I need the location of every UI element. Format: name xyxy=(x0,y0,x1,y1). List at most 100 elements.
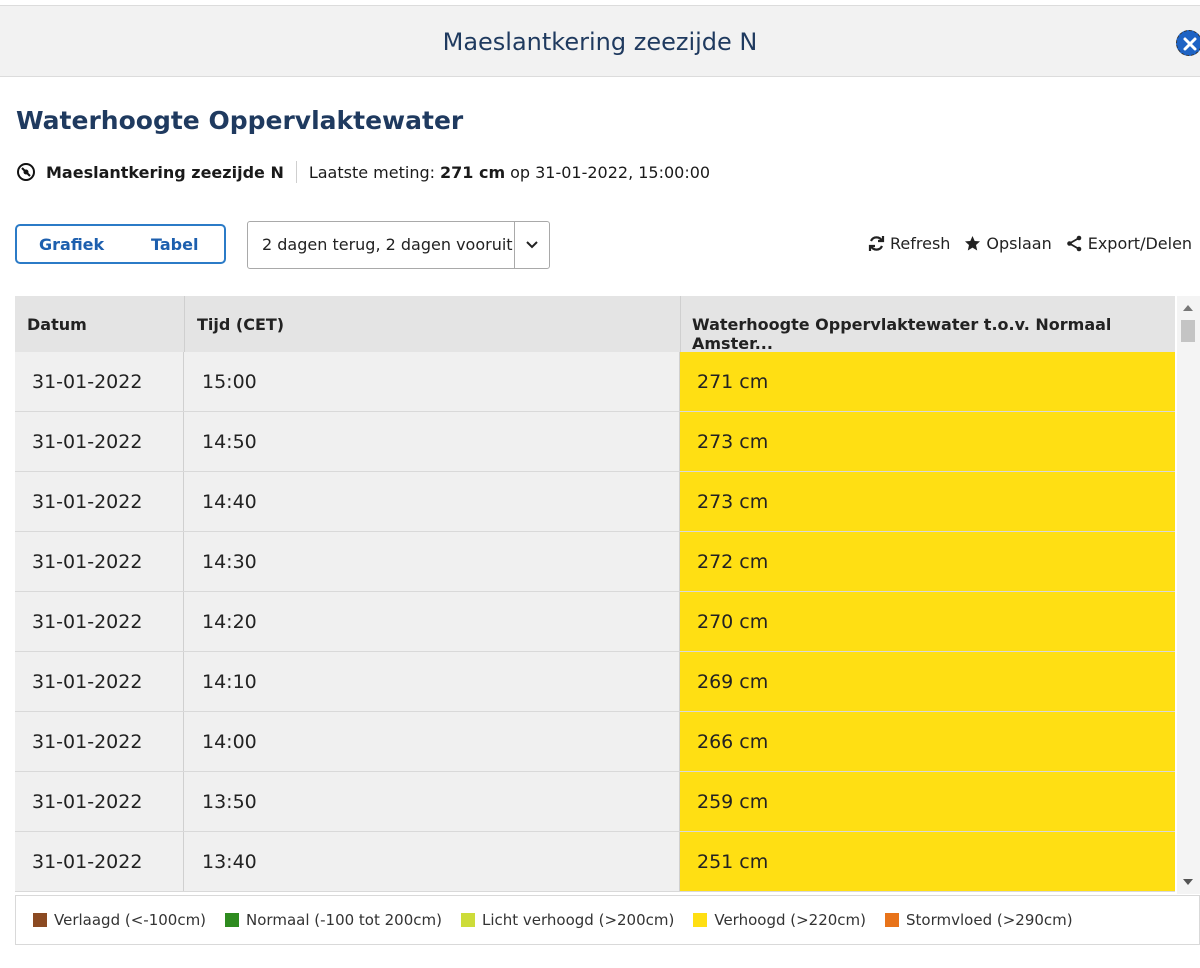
legend-item-stormvloed: Stormvloed (>290cm) xyxy=(885,911,1073,929)
time-cell: 15:00 xyxy=(184,352,680,411)
refresh-icon xyxy=(868,236,885,251)
column-divider xyxy=(184,296,185,352)
last-measurement-label: Laatste meting: xyxy=(308,162,435,182)
scrollbar-thumb[interactable] xyxy=(1181,320,1195,342)
legend-swatch xyxy=(885,913,900,927)
share-icon xyxy=(1066,235,1082,252)
table-scrollbar[interactable] xyxy=(1177,296,1200,894)
water-level-value: 273 cm xyxy=(697,431,769,453)
star-icon xyxy=(965,236,981,251)
time-value: 13:40 xyxy=(202,851,257,873)
table-row: 31-01-2022 14:40 273 cm xyxy=(15,472,1175,532)
panel-title: Waterhoogte Oppervlaktewater xyxy=(16,106,464,135)
scroll-up-icon[interactable] xyxy=(1183,304,1193,312)
time-cell: 14:10 xyxy=(184,652,680,711)
table-row: 31-01-2022 13:40 251 cm xyxy=(15,832,1175,892)
tab-grafiek[interactable]: Grafiek xyxy=(39,235,105,254)
period-select[interactable]: 2 dagen terug, 2 dagen vooruit xyxy=(247,221,550,269)
water-level-cell: 273 cm xyxy=(680,412,1175,471)
date-value: 31-01-2022 xyxy=(32,551,143,573)
water-level-cell: 272 cm xyxy=(680,532,1175,591)
date-value: 31-01-2022 xyxy=(32,731,143,753)
water-level-cell: 259 cm xyxy=(680,772,1175,831)
legend-item-normaal: Normaal (-100 tot 200cm) xyxy=(225,911,442,929)
date-cell: 31-01-2022 xyxy=(15,772,184,831)
date-cell: 31-01-2022 xyxy=(15,352,184,411)
date-cell: 31-01-2022 xyxy=(15,472,184,531)
table-row: 31-01-2022 13:50 259 cm xyxy=(15,772,1175,832)
refresh-button[interactable]: Refresh xyxy=(868,234,950,253)
column-header-waterhoogte[interactable]: Waterhoogte Oppervlaktewater t.o.v. Norm… xyxy=(692,315,1112,353)
time-cell: 13:50 xyxy=(184,772,680,831)
toolbar-actions: Refresh Opslaan Export/Delen xyxy=(868,234,1200,253)
save-button[interactable]: Opslaan xyxy=(964,234,1052,253)
time-value: 15:00 xyxy=(202,371,257,393)
export-share-label: Export/Delen xyxy=(1087,234,1193,253)
column-header-tijd[interactable]: Tijd (CET) xyxy=(197,315,285,334)
period-select-value: 2 dagen terug, 2 dagen vooruit xyxy=(262,235,513,254)
refresh-label: Refresh xyxy=(890,234,951,253)
water-level-value: 270 cm xyxy=(697,611,769,633)
water-level-cell: 271 cm xyxy=(680,352,1175,411)
water-level-value: 269 cm xyxy=(697,671,769,693)
legend-swatch xyxy=(693,913,708,927)
view-toggle: Grafiek Tabel xyxy=(15,224,226,264)
date-cell: 31-01-2022 xyxy=(15,832,184,891)
date-value: 31-01-2022 xyxy=(32,611,143,633)
time-cell: 14:30 xyxy=(184,532,680,591)
time-cell: 13:40 xyxy=(184,832,680,891)
time-cell: 14:00 xyxy=(184,712,680,771)
legend-item-verhoogd: Verhoogd (>220cm) xyxy=(693,911,866,929)
select-divider xyxy=(514,222,515,268)
close-button[interactable] xyxy=(1176,30,1200,56)
water-level-cell: 273 cm xyxy=(680,472,1175,531)
date-value: 31-01-2022 xyxy=(32,791,143,813)
water-level-cell: 270 cm xyxy=(680,592,1175,651)
location-name: Maeslantkering zeezijde N xyxy=(46,162,284,182)
legend-label: Normaal (-100 tot 200cm) xyxy=(246,911,442,929)
water-level-value: 271 cm xyxy=(697,371,769,393)
tab-tabel[interactable]: Tabel xyxy=(151,235,199,254)
table-row: 31-01-2022 14:30 272 cm xyxy=(15,532,1175,592)
last-measurement-value: 271 cm xyxy=(440,162,506,182)
export-share-button[interactable]: Export/Delen xyxy=(1066,234,1192,253)
save-label: Opslaan xyxy=(986,234,1052,253)
table-row: 31-01-2022 14:50 273 cm xyxy=(15,412,1175,472)
location-marker-icon xyxy=(17,163,35,181)
date-value: 31-01-2022 xyxy=(32,431,143,453)
close-icon xyxy=(1183,37,1197,51)
chevron-down-icon[interactable] xyxy=(525,238,539,252)
time-cell: 14:40 xyxy=(184,472,680,531)
water-level-value: 251 cm xyxy=(697,851,769,873)
date-cell: 31-01-2022 xyxy=(15,412,184,471)
date-value: 31-01-2022 xyxy=(32,851,143,873)
legend-label: Stormvloed (>290cm) xyxy=(906,911,1073,929)
scroll-down-icon[interactable] xyxy=(1183,878,1193,886)
time-cell: 14:50 xyxy=(184,412,680,471)
date-cell: 31-01-2022 xyxy=(15,712,184,771)
legend-item-verlaagd: Verlaagd (<-100cm) xyxy=(33,911,206,929)
legend-item-licht-verhoogd: Licht verhoogd (>200cm) xyxy=(460,911,674,929)
dialog-title: Maeslantkering zeezijde N xyxy=(442,28,758,56)
time-value: 14:20 xyxy=(202,611,257,633)
last-measurement-op: op xyxy=(510,162,531,182)
date-cell: 31-01-2022 xyxy=(15,652,184,711)
water-level-cell: 269 cm xyxy=(680,652,1175,711)
data-table: Datum Tijd (CET) Waterhoogte Oppervlakte… xyxy=(15,296,1175,894)
water-level-cell: 266 cm xyxy=(680,712,1175,771)
water-level-cell: 251 cm xyxy=(680,832,1175,891)
legend-label: Verhoogd (>220cm) xyxy=(714,911,867,929)
water-level-value: 259 cm xyxy=(697,791,769,813)
date-cell: 31-01-2022 xyxy=(15,532,184,591)
table-row: 31-01-2022 15:00 271 cm xyxy=(15,352,1175,412)
table-header: Datum Tijd (CET) Waterhoogte Oppervlakte… xyxy=(15,296,1175,353)
divider xyxy=(295,161,297,183)
time-value: 14:40 xyxy=(202,491,257,513)
time-cell: 14:20 xyxy=(184,592,680,651)
date-value: 31-01-2022 xyxy=(32,671,143,693)
column-divider xyxy=(680,296,681,352)
time-value: 13:50 xyxy=(202,791,257,813)
time-value: 14:10 xyxy=(202,671,257,693)
time-value: 14:30 xyxy=(202,551,257,573)
column-header-datum[interactable]: Datum xyxy=(27,315,87,334)
